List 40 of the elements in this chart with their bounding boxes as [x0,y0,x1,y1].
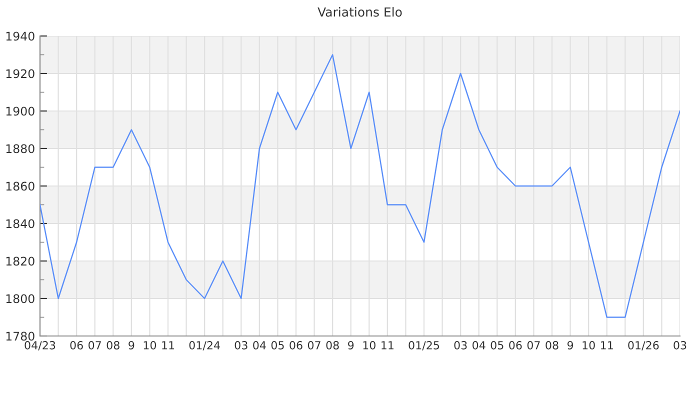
x-tick-label: 05 [271,341,284,350]
y-tick-label: 1840 [6,219,34,228]
x-tick-label: 10 [144,341,156,350]
x-tick-label: 11 [601,341,613,350]
x-tick-label: 9 [128,341,134,350]
x-tick-label: 10 [582,341,595,350]
x-tick-label: 9 [567,341,574,350]
x-tick-label: 04 [472,341,486,350]
x-tick-label: 01/26 [628,341,659,350]
x-tick-label: 11 [162,341,174,350]
y-tick-label: 1940 [6,32,34,41]
x-tick-label: 08 [546,341,558,350]
x-tick-label: 03 [454,341,467,350]
chart-title: Variations Elo [318,7,402,17]
x-tick-label: 04 [253,341,266,350]
x-tick-label: 07 [527,341,540,350]
y-tick-label: 1800 [6,294,34,304]
line-series [40,54,680,318]
y-tick-label: 1860 [6,182,34,191]
x-tick-label: 07 [308,341,320,350]
x-tick-label: 11 [382,341,394,350]
x-tick-label: 08 [106,341,120,350]
x-tick-label: 01/25 [408,341,440,350]
x-tick-label: 05 [490,341,504,350]
y-tick-label: 1780 [6,332,34,341]
x-tick-label: 06 [70,341,83,350]
y-tick-label: 1920 [6,69,34,78]
x-tick-label: 04/23 [24,341,56,350]
y-tick-label: 1880 [6,144,34,154]
x-tick-label: 10 [363,341,376,350]
x-tick-label: 07 [88,341,101,350]
y-tick-label: 1900 [6,106,34,116]
x-tick-label: 06 [509,341,522,350]
x-tick-label: 9 [348,341,354,350]
y-tick-label: 1820 [6,256,34,266]
x-tick-label: 08 [326,341,339,350]
x-tick-label: 03 [234,341,248,350]
x-tick-label: 06 [290,341,302,350]
x-tick-label: 03 [674,341,686,350]
x-tick-label: 01/24 [189,341,220,350]
